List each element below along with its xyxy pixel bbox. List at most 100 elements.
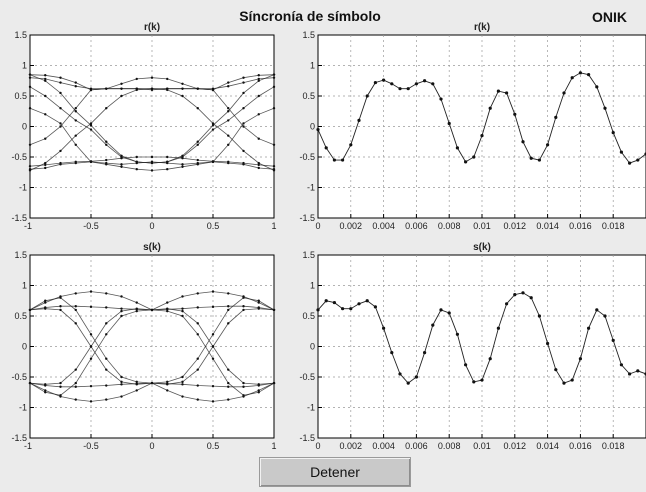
data-point (181, 380, 184, 384)
data-point (135, 389, 138, 392)
data-point (74, 110, 77, 113)
data-point (316, 308, 320, 312)
y-tick-label: -1 (307, 183, 315, 193)
brand-label: ONIK (592, 9, 627, 25)
data-point (89, 122, 93, 125)
data-point (166, 309, 169, 313)
data-point (74, 398, 77, 401)
data-point (513, 293, 517, 297)
data-point (59, 161, 62, 165)
data-point (74, 85, 77, 88)
data-point (414, 82, 418, 86)
data-point (227, 160, 230, 164)
data-point (365, 94, 369, 98)
data-point (570, 378, 574, 382)
data-point (135, 380, 138, 384)
data-point (227, 119, 230, 122)
data-point (44, 299, 47, 302)
y-tick-label: -1 (307, 403, 315, 413)
data-point (196, 143, 199, 146)
x-tick-label: 0.5 (207, 221, 220, 231)
data-point (120, 163, 123, 166)
data-point (373, 305, 377, 309)
data-point (406, 87, 410, 91)
data-point (257, 299, 260, 302)
data-point (59, 296, 62, 299)
data-point (272, 308, 276, 312)
data-point (257, 301, 260, 304)
y-tick-label: 1 (22, 281, 27, 291)
data-point (488, 357, 492, 361)
data-point (464, 160, 468, 164)
data-point (44, 137, 47, 140)
data-point (529, 156, 533, 160)
data-point (28, 164, 32, 168)
data-point (74, 322, 77, 325)
x-tick-label: -1 (24, 441, 32, 451)
data-point (211, 128, 215, 131)
data-point (423, 79, 427, 83)
data-point (611, 338, 615, 342)
data-point (59, 76, 62, 79)
x-tick-label: 0.014 (536, 441, 559, 451)
y-tick-label: 0 (310, 342, 315, 352)
data-point (242, 305, 245, 308)
y-tick-label: -1.5 (299, 433, 315, 443)
data-point (28, 85, 32, 89)
data-point (227, 85, 230, 88)
x-tick-label: 0 (315, 221, 320, 231)
data-point (521, 140, 525, 144)
data-point (257, 79, 260, 82)
data-point (150, 161, 154, 165)
data-point (636, 158, 640, 162)
y-tick-label: 0.5 (14, 91, 27, 101)
data-point (28, 143, 32, 146)
data-point (211, 88, 215, 92)
data-point (120, 383, 123, 386)
data-point (181, 163, 184, 166)
data-point (181, 375, 184, 379)
data-point (59, 81, 62, 84)
data-point (89, 345, 93, 348)
data-point (211, 122, 215, 125)
x-tick-label: 1 (271, 441, 276, 451)
data-point (398, 87, 402, 91)
axes-title: s(k) (473, 242, 491, 253)
data-point (105, 368, 108, 371)
data-point (59, 107, 62, 110)
data-point (257, 391, 260, 394)
data-point (272, 107, 276, 110)
data-point (166, 168, 169, 171)
data-point (257, 166, 260, 170)
data-point (44, 94, 47, 98)
data-point (166, 155, 169, 159)
data-point (398, 372, 402, 376)
data-point (357, 118, 361, 122)
data-point (120, 82, 123, 86)
data-point (562, 91, 566, 95)
y-tick-label: 1.5 (14, 30, 27, 40)
x-tick-label: -1 (24, 221, 32, 231)
x-tick-label: 0.016 (569, 441, 592, 451)
data-point (89, 290, 93, 293)
data-point (120, 87, 123, 90)
data-point (257, 161, 260, 165)
x-tick-label: 1 (271, 221, 276, 231)
data-point (529, 296, 533, 300)
data-point (447, 311, 451, 315)
data-point (242, 107, 245, 110)
data-point (196, 368, 199, 371)
data-point (166, 87, 169, 90)
data-point (242, 385, 245, 388)
data-point (227, 398, 230, 401)
data-point (242, 125, 245, 128)
data-point (89, 128, 93, 131)
data-point (196, 322, 199, 325)
x-tick-label: 0.018 (602, 221, 625, 231)
x-tick-label: 0 (149, 221, 154, 231)
data-point (211, 357, 215, 360)
data-point (150, 76, 154, 79)
data-point (211, 345, 215, 348)
y-tick-label: 1.5 (14, 250, 27, 260)
stop-button[interactable]: Detener (259, 457, 411, 487)
